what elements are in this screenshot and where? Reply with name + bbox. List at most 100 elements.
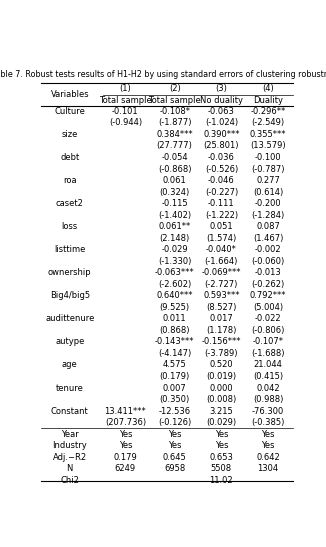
Text: Adj.−R2: Adj.−R2 (53, 453, 87, 462)
Text: 0.051: 0.051 (210, 222, 233, 231)
Text: (-2.602): (-2.602) (158, 280, 191, 289)
Text: -0.108*: -0.108* (159, 107, 190, 116)
Text: -0.063: -0.063 (208, 107, 235, 116)
Text: Yes: Yes (168, 441, 181, 450)
Text: (-0.868): (-0.868) (158, 165, 191, 173)
Text: (-1.330): (-1.330) (158, 257, 191, 266)
Text: -0.200: -0.200 (255, 199, 281, 208)
Text: -0.100: -0.100 (255, 153, 281, 162)
Text: (-0.060): (-0.060) (252, 257, 285, 266)
Text: debt: debt (60, 153, 80, 162)
Text: Chi2: Chi2 (60, 476, 79, 485)
Text: -0.013: -0.013 (255, 268, 282, 277)
Text: 0.642: 0.642 (256, 453, 280, 462)
Text: 0.087: 0.087 (256, 222, 280, 231)
Text: -0.036: -0.036 (208, 153, 235, 162)
Text: (-1.024): (-1.024) (205, 119, 238, 127)
Text: (-0.787): (-0.787) (251, 165, 285, 173)
Text: -0.069***: -0.069*** (202, 268, 241, 277)
Text: -0.046: -0.046 (208, 176, 235, 185)
Text: age: age (62, 360, 78, 369)
Text: 0.390***: 0.390*** (203, 130, 240, 139)
Text: Constant: Constant (51, 406, 89, 416)
Text: -0.054: -0.054 (161, 153, 188, 162)
Text: (-0.944): (-0.944) (109, 119, 142, 127)
Text: 0.061: 0.061 (163, 176, 186, 185)
Text: (8.527): (8.527) (206, 303, 237, 312)
Text: (-0.385): (-0.385) (251, 418, 285, 427)
Text: (1.574): (1.574) (206, 234, 237, 243)
Text: (-0.126): (-0.126) (158, 418, 191, 427)
Text: (-1.284): (-1.284) (252, 211, 285, 220)
Text: -76.300: -76.300 (252, 406, 284, 416)
Text: (2.148): (2.148) (159, 234, 190, 243)
Text: ownership: ownership (48, 268, 92, 277)
Text: 6249: 6249 (115, 464, 136, 473)
Text: (3): (3) (215, 84, 227, 93)
Text: Variables: Variables (51, 90, 89, 99)
Text: Industry: Industry (52, 441, 87, 450)
Text: (1.178): (1.178) (206, 326, 237, 335)
Text: (-0.526): (-0.526) (205, 165, 238, 173)
Text: (-0.227): (-0.227) (205, 188, 238, 196)
Text: -0.101: -0.101 (112, 107, 139, 116)
Text: (-2.549): (-2.549) (252, 119, 285, 127)
Text: Year: Year (61, 429, 79, 439)
Text: (9.525): (9.525) (160, 303, 190, 312)
Text: 0.355***: 0.355*** (250, 130, 286, 139)
Text: Duality: Duality (253, 96, 283, 104)
Text: (13.579): (13.579) (250, 142, 286, 150)
Text: -12.536: -12.536 (158, 406, 191, 416)
Text: 0.593***: 0.593*** (203, 292, 240, 300)
Text: (-1.402): (-1.402) (158, 211, 191, 220)
Text: Yes: Yes (215, 429, 228, 439)
Text: Table 7. Robust tests results of H1-H2 by using standard errors of clustering ro: Table 7. Robust tests results of H1-H2 b… (0, 71, 326, 79)
Text: 0.007: 0.007 (163, 383, 186, 393)
Text: Culture: Culture (54, 107, 85, 116)
Text: Total sample: Total sample (99, 96, 152, 104)
Text: Yes: Yes (119, 429, 132, 439)
Text: -0.143***: -0.143*** (155, 337, 194, 346)
Text: (0.179): (0.179) (159, 372, 190, 381)
Text: (4): (4) (262, 84, 274, 93)
Text: (0.415): (0.415) (253, 372, 283, 381)
Text: Yes: Yes (168, 429, 181, 439)
Text: 5508: 5508 (211, 464, 232, 473)
Text: 0.042: 0.042 (256, 383, 280, 393)
Text: 0.277: 0.277 (256, 176, 280, 185)
Text: (2): (2) (169, 84, 181, 93)
Text: (1.467): (1.467) (253, 234, 283, 243)
Text: -0.115: -0.115 (161, 199, 188, 208)
Text: (0.350): (0.350) (159, 395, 190, 404)
Text: (-4.147): (-4.147) (158, 349, 191, 358)
Text: 0.384***: 0.384*** (156, 130, 193, 139)
Text: (-1.222): (-1.222) (205, 211, 238, 220)
Text: roa: roa (63, 176, 77, 185)
Text: (-0.806): (-0.806) (251, 326, 285, 335)
Text: Yes: Yes (215, 441, 228, 450)
Text: (25.801): (25.801) (204, 142, 239, 150)
Text: No duality: No duality (200, 96, 243, 104)
Text: 0.645: 0.645 (163, 453, 186, 462)
Text: (5.004): (5.004) (253, 303, 283, 312)
Text: 0.061**: 0.061** (158, 222, 191, 231)
Text: 0.640***: 0.640*** (156, 292, 193, 300)
Text: 11.02: 11.02 (210, 476, 233, 485)
Text: 0.520: 0.520 (210, 360, 233, 369)
Text: (0.019): (0.019) (206, 372, 236, 381)
Text: (0.988): (0.988) (253, 395, 283, 404)
Text: 0.011: 0.011 (163, 315, 186, 323)
Text: 0.179: 0.179 (113, 453, 137, 462)
Text: Total sample: Total sample (148, 96, 201, 104)
Text: (0.868): (0.868) (159, 326, 190, 335)
Text: 3.215: 3.215 (210, 406, 233, 416)
Text: 0.792***: 0.792*** (250, 292, 286, 300)
Text: Yes: Yes (261, 441, 275, 450)
Text: loss: loss (62, 222, 78, 231)
Text: (-1.877): (-1.877) (158, 119, 191, 127)
Text: (27.777): (27.777) (157, 142, 193, 150)
Text: caset2: caset2 (56, 199, 84, 208)
Text: -0.111: -0.111 (208, 199, 235, 208)
Text: 21.044: 21.044 (254, 360, 283, 369)
Text: audittenure: audittenure (45, 315, 95, 323)
